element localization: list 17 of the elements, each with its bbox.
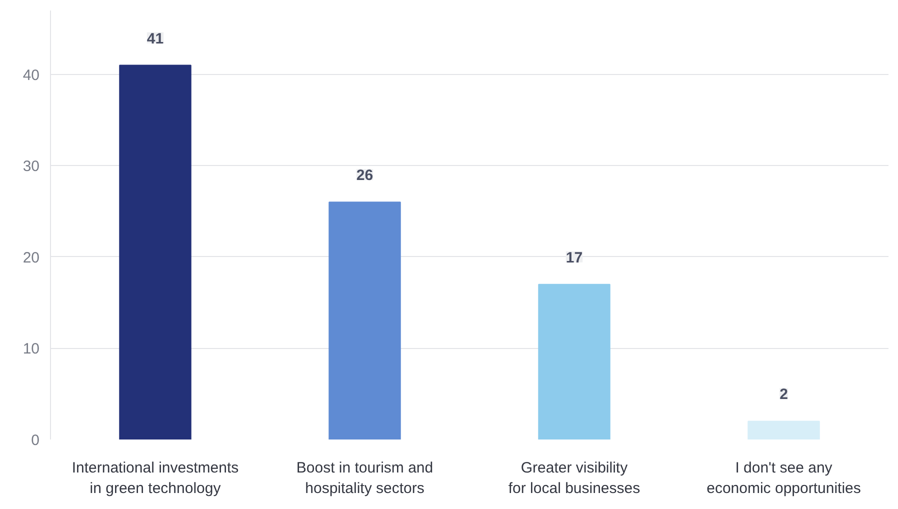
y-tick-label: 10: [22, 340, 40, 358]
y-tick-label: 20: [22, 249, 40, 266]
data-label: 41: [146, 30, 164, 48]
y-tick-label: 40: [22, 66, 40, 84]
data-label: 2: [780, 386, 788, 404]
bar: [748, 420, 820, 440]
bar: [538, 284, 610, 440]
bar: [119, 64, 192, 440]
y-tick-label: 0: [31, 432, 40, 449]
x-tick-label: Greater visibility for local businesses: [508, 460, 640, 497]
y-tick-label: 30: [22, 158, 40, 176]
x-tick-label: International investments in green technology: [72, 460, 239, 497]
data-label: 17: [566, 249, 583, 266]
x-tick-label: Boost in tourism and hospitality sectors: [296, 460, 434, 497]
x-tick-label: I don't see any economic opportunities: [706, 460, 861, 497]
bar: [328, 202, 401, 440]
data-label: 26: [356, 167, 374, 184]
